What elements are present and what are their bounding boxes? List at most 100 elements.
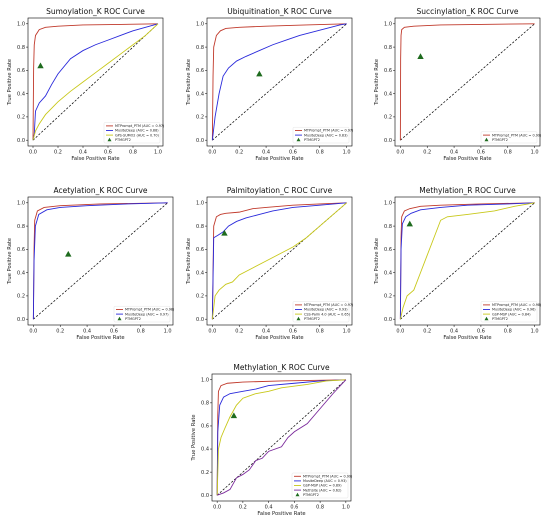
legend-marker-swatch bbox=[296, 137, 301, 142]
y-tick-label: 0.6 bbox=[196, 68, 204, 74]
legend-label: MusiteDeep (AUC = 0.88) bbox=[115, 129, 159, 133]
x-tick-label: 0.8 bbox=[129, 150, 137, 156]
chart-title: Sumoylation_K ROC Curve bbox=[46, 7, 145, 16]
x-tick-label: 0.6 bbox=[477, 329, 485, 335]
y-tick-label: 0.4 bbox=[196, 91, 204, 97]
roc-chart-5: Palmitoylation_C ROC Curve 0.0 0.2 0.4 0.6 0.… bbox=[186, 186, 354, 341]
y-tick-label: 0.8 bbox=[196, 224, 204, 230]
legend-label: MusiteDeep (AUC = 0.93) bbox=[304, 308, 348, 312]
legend-label: MTPrompt_PTM (AUC = 0.97) bbox=[304, 129, 354, 133]
x-tick-label: 0.6 bbox=[477, 150, 485, 156]
chart-title: Methylation_K ROC Curve bbox=[233, 363, 330, 372]
chart-title: Palmitoylation_C ROC Curve bbox=[227, 186, 333, 195]
legend: MTPrompt_PTM (AUC = 0.97)MusiteDeep (AUC… bbox=[292, 126, 354, 144]
y-tick-label: 0.4 bbox=[384, 270, 392, 276]
x-tick-label: 1.0 bbox=[343, 329, 351, 335]
y-tick-label: 0.2 bbox=[17, 115, 25, 121]
legend-marker-swatch bbox=[117, 316, 122, 321]
roc-curve-series-1 bbox=[216, 379, 346, 496]
roc-curve-series-3 bbox=[216, 379, 346, 496]
x-tick-label: 0.2 bbox=[423, 329, 431, 335]
y-tick-label: 1.0 bbox=[196, 22, 204, 28]
y-tick-label: 0.8 bbox=[17, 224, 25, 230]
plot-frame bbox=[27, 17, 164, 147]
x-tick-label: 0.6 bbox=[110, 329, 118, 335]
x-tick-label: 0.4 bbox=[450, 150, 458, 156]
x-tick-label: 0.6 bbox=[104, 150, 112, 156]
x-tick-label: 0.8 bbox=[316, 329, 324, 335]
x-tick-label: 0.8 bbox=[316, 150, 324, 156]
legend-label: MTPrompt_PTM (AUC = 0.98) bbox=[125, 308, 175, 312]
legend-box bbox=[113, 306, 171, 323]
legend-label: MethSite (AUC = 0.62) bbox=[303, 488, 342, 492]
x-tick-label: 0.2 bbox=[423, 150, 431, 156]
y-tick-label: 0.2 bbox=[201, 470, 209, 476]
plot-frame bbox=[27, 196, 174, 326]
chance-diagonal bbox=[400, 202, 535, 320]
x-tick-label: 0.2 bbox=[235, 150, 243, 156]
legend-marker-swatch bbox=[296, 316, 301, 321]
roc-chart-6: Methylation_R ROC Curve 0.0 0.2 0.4 0.6 0.8 1.… bbox=[374, 186, 542, 341]
y-tick-label: 0.8 bbox=[384, 224, 392, 230]
legend-label: PTMGPT2 bbox=[304, 138, 320, 142]
plot-frame bbox=[394, 17, 541, 147]
legend-marker-swatch bbox=[107, 137, 112, 142]
x-tick-label: 0.4 bbox=[83, 329, 91, 335]
roc-curve-series-1 bbox=[32, 23, 159, 141]
roc-curve-series-1 bbox=[32, 202, 168, 320]
x-axis-label: False Positive Rate bbox=[443, 335, 491, 341]
x-tick-label: 0.4 bbox=[450, 329, 458, 335]
y-axis-label: True Positive Rate bbox=[186, 238, 192, 285]
y-tick-label: 0.8 bbox=[384, 45, 392, 51]
x-tick-label: 0.8 bbox=[316, 505, 324, 511]
y-tick-label: 0.4 bbox=[196, 270, 204, 276]
ptmgpt2-marker bbox=[230, 412, 238, 419]
legend-label: PTMGPT2 bbox=[125, 317, 141, 321]
x-tick-label: 1.0 bbox=[342, 505, 350, 511]
x-tick-label: 0.0 bbox=[29, 150, 37, 156]
y-tick-label: 0.0 bbox=[17, 138, 25, 144]
legend-label: MusiteDeep (AUC = 0.93) bbox=[303, 479, 347, 483]
legend: MTPrompt_PTM (AUC = 0.98)MusiteDeep (AUC… bbox=[480, 301, 542, 323]
x-tick-label: 0.4 bbox=[262, 150, 270, 156]
chart-title: Succinylation_K ROC Curve bbox=[417, 7, 519, 16]
x-tick-label: 0.8 bbox=[504, 329, 512, 335]
ptmgpt2-marker bbox=[406, 220, 413, 227]
y-tick-label: 1.0 bbox=[17, 201, 25, 207]
x-tick-label: 0.0 bbox=[213, 505, 221, 511]
y-tick-label: 0.8 bbox=[17, 45, 25, 51]
y-tick-label: 1.0 bbox=[196, 201, 204, 207]
y-tick-label: 0.0 bbox=[201, 493, 209, 499]
legend-label: MTPrompt_PTM (AUC = 0.99) bbox=[303, 475, 353, 479]
x-tick-label: 1.0 bbox=[154, 150, 162, 156]
y-tick-label: 0.4 bbox=[17, 91, 25, 97]
legend-label: PTMGPT2 bbox=[303, 493, 319, 497]
x-axis-label: False Positive Rate bbox=[443, 156, 491, 162]
x-tick-label: 0.0 bbox=[396, 150, 404, 156]
legend-label: MusiteDeep (AUC = 0.97) bbox=[125, 312, 169, 316]
roc-curve-series-4 bbox=[216, 379, 347, 496]
y-axis-label: True Positive Rate bbox=[186, 59, 192, 106]
legend: MTPrompt_PTM (AUC = 0.98)MusiteDeep (AUC… bbox=[113, 306, 175, 323]
roc-chart-4: Acetylation_K ROC Curve 0.0 0.2 0.4 0.6 0.8 1.… bbox=[7, 186, 175, 341]
x-tick-label: 0.0 bbox=[208, 329, 216, 335]
x-tick-label: 0.6 bbox=[289, 150, 297, 156]
x-axis-label: False Positive Rate bbox=[255, 335, 303, 341]
x-tick-label: 0.4 bbox=[262, 329, 270, 335]
chance-diagonal bbox=[212, 202, 347, 320]
y-axis-label: True Positive Rate bbox=[374, 59, 380, 106]
x-axis-label: False Positive Rate bbox=[255, 156, 303, 162]
roc-chart-2: Ubiquitination_K ROC Curve 0.0 0.2 0.4 0.6 0.… bbox=[186, 7, 354, 162]
legend-box bbox=[291, 472, 349, 499]
x-axis-label: False Positive Rate bbox=[257, 511, 305, 517]
roc-curve-series-2 bbox=[211, 23, 347, 141]
y-tick-label: 0.0 bbox=[384, 317, 392, 323]
legend-box bbox=[292, 126, 350, 144]
x-tick-label: 0.0 bbox=[29, 329, 37, 335]
legend-label: GPS-SUMO2 (AUC = 0.70) bbox=[115, 133, 160, 137]
legend-label: PTMGPT2 bbox=[492, 317, 508, 321]
x-tick-label: 0.4 bbox=[265, 505, 273, 511]
y-tick-label: 1.0 bbox=[201, 377, 209, 383]
roc-chart-7: Methylation_K ROC Curve 0.0 0.2 0.4 0.6 0.8 1.… bbox=[191, 363, 353, 517]
legend-label: PTMGPT2 bbox=[115, 138, 131, 142]
